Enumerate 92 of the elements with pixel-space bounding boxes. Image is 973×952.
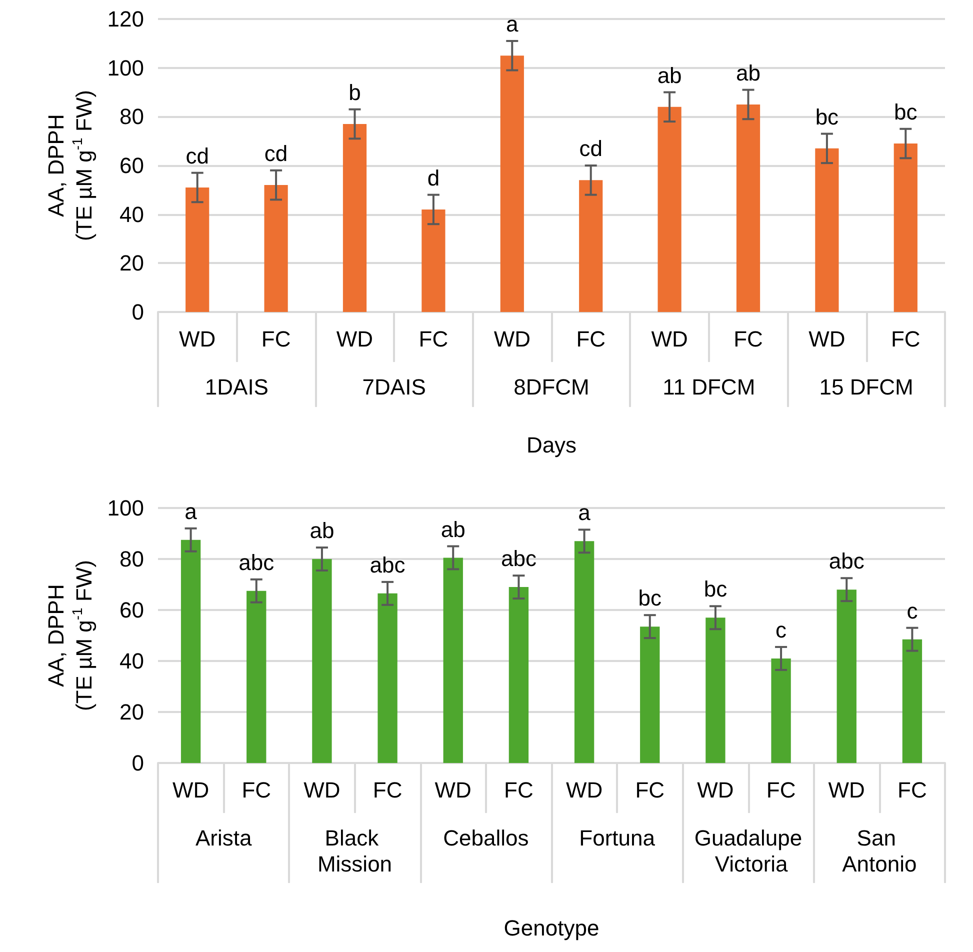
y-tick-label: 0 <box>132 750 144 776</box>
data-label: abc <box>500 546 536 572</box>
text: Black Mission <box>317 826 392 876</box>
x-tick-label: FC <box>734 326 764 352</box>
y-tick-label: 80 <box>120 546 144 572</box>
data-label: abc <box>828 548 864 574</box>
y-tick-label: 100 <box>107 496 144 520</box>
text: Arista <box>195 826 252 850</box>
data-label: cd <box>186 143 209 168</box>
bar <box>815 148 839 312</box>
bar <box>902 639 922 763</box>
y-tick-label: 20 <box>120 700 144 724</box>
data-label: ab <box>440 516 466 542</box>
x-tick-label: WD <box>697 778 734 802</box>
bar <box>508 587 529 763</box>
x-tick-label: FC <box>504 778 534 802</box>
x-tick-label: WD <box>828 778 865 802</box>
data-label: bc <box>815 104 839 130</box>
data-label: ab <box>657 62 682 88</box>
bar <box>736 104 760 312</box>
x-tick-label: WD <box>651 326 688 352</box>
text: Ceballos <box>443 826 529 850</box>
data-label: abc <box>370 552 406 578</box>
x-tick-label: FC <box>242 778 272 802</box>
data-label: a <box>506 11 520 36</box>
text: Fortuna <box>579 826 656 850</box>
bar <box>836 590 856 763</box>
bar <box>500 56 524 312</box>
y-tick-label: 0 <box>132 300 144 324</box>
y-tick-label: 60 <box>120 598 144 622</box>
data-label: b <box>348 80 361 105</box>
bar <box>378 593 398 763</box>
data-label: a <box>184 498 198 524</box>
text: San Antonio <box>842 826 917 876</box>
text: 7DAIS <box>362 374 426 400</box>
data-label: abc <box>238 550 274 575</box>
bar <box>186 187 210 312</box>
x-tick-label: FC <box>635 778 665 802</box>
y-tick-label: 40 <box>120 202 144 227</box>
text: 15 DFCM <box>819 374 914 400</box>
x-axis-title: Days <box>526 432 577 458</box>
x-tick-label: WD <box>172 778 210 802</box>
bar <box>640 626 660 763</box>
data-label: c <box>906 598 918 624</box>
x-tick-label: WD <box>494 326 530 352</box>
data-label: cd <box>264 140 288 166</box>
x-axis-title: Genotype <box>504 916 600 940</box>
x-tick-label: WD <box>336 326 374 352</box>
bar <box>264 185 288 312</box>
x-tick-label: WD <box>179 326 216 352</box>
bar <box>574 541 594 763</box>
bar <box>246 590 266 763</box>
bar <box>422 209 446 312</box>
data-label: c <box>776 617 787 642</box>
bar <box>180 540 201 763</box>
bar <box>579 180 603 312</box>
x-tick-label: FC <box>890 326 920 352</box>
x-tick-label: WD <box>434 778 472 802</box>
text: 1DAIS <box>204 374 268 400</box>
y-tick-label: 100 <box>107 55 144 80</box>
x-tick-label: WD <box>566 778 603 802</box>
y-tick-label: 20 <box>120 250 144 276</box>
x-tick-label: FC <box>576 326 606 352</box>
x-tick-label: FC <box>261 326 291 352</box>
x-tick-label: FC <box>898 778 927 802</box>
bar <box>443 558 463 763</box>
data-label: bc <box>704 576 728 602</box>
text: 8DFCM <box>514 374 590 400</box>
data-label: cd <box>579 136 602 161</box>
y-tick-label: 60 <box>120 153 144 178</box>
bar <box>894 144 918 312</box>
data-label: ab <box>310 518 334 544</box>
bar <box>771 658 791 763</box>
data-label: ab <box>736 60 760 86</box>
text: Guadalupe Victoria <box>694 826 802 876</box>
x-tick-label: FC <box>766 778 796 802</box>
bar <box>342 124 367 312</box>
y-tick-label: 80 <box>120 104 144 130</box>
data-label: bc <box>638 586 662 611</box>
data-label: d <box>427 165 440 190</box>
text: 11 DFCM <box>662 374 756 400</box>
x-tick-label: WD <box>304 778 340 802</box>
x-tick-label: FC <box>372 778 402 802</box>
x-tick-label: FC <box>418 326 448 352</box>
y-tick-label: 40 <box>120 648 144 674</box>
data-label: bc <box>894 99 918 124</box>
data-label: a <box>578 500 592 526</box>
y-tick-label: 120 <box>107 6 144 32</box>
bar <box>312 559 332 763</box>
bar <box>658 106 682 312</box>
bar <box>706 618 726 763</box>
x-tick-label: WD <box>808 326 846 352</box>
